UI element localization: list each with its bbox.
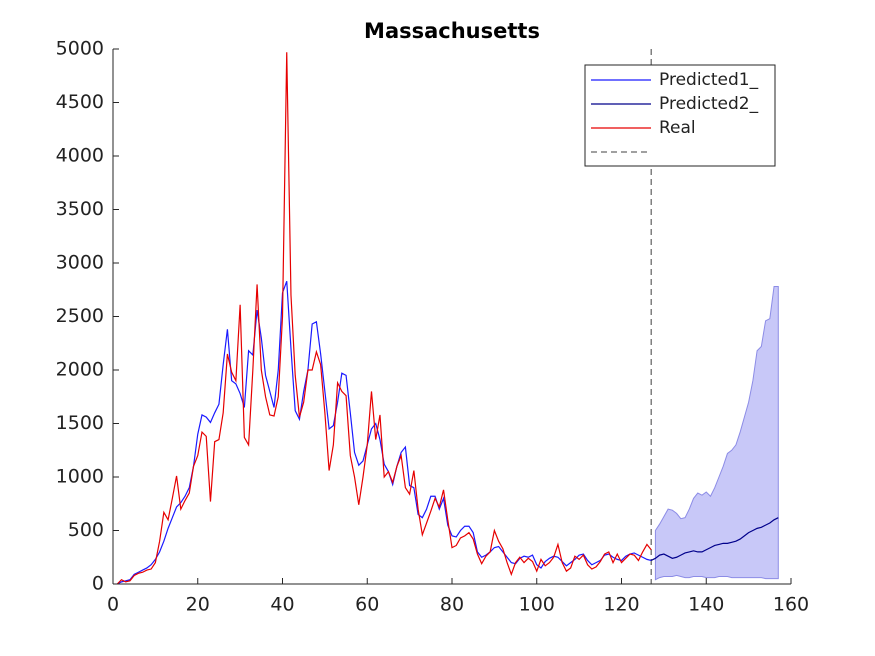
y-tick-label: 2500 <box>56 305 104 327</box>
legend-label: Predicted2_ <box>659 94 759 114</box>
legend-box <box>584 64 776 167</box>
x-tick-label: 60 <box>355 594 379 616</box>
y-tick-label: 4500 <box>56 91 104 113</box>
x-tick-label: 120 <box>603 594 639 616</box>
x-tick-label: 140 <box>688 594 724 616</box>
x-tick-label: 80 <box>440 594 464 616</box>
x-tick-label: 20 <box>186 594 210 616</box>
legend-label: Real <box>659 118 696 138</box>
y-tick-label: 2000 <box>56 359 104 381</box>
y-tick-label: 3000 <box>56 252 104 274</box>
y-tick-label: 5000 <box>56 38 104 60</box>
x-tick-label: 40 <box>270 594 294 616</box>
x-tick-label: 100 <box>519 594 555 616</box>
series-line <box>650 517 779 561</box>
legend-label: Predicted1_ <box>659 70 759 90</box>
chart-title: Massachusetts <box>364 19 540 43</box>
confidence-band <box>654 286 779 581</box>
y-tick-label: 4000 <box>56 145 104 167</box>
y-tick-label: 1500 <box>56 412 104 434</box>
x-tick-label: 0 <box>107 594 119 616</box>
y-tick-label: 3500 <box>56 198 104 220</box>
y-tick-label: 0 <box>92 573 104 595</box>
series-line <box>116 52 652 585</box>
y-tick-label: 500 <box>68 519 104 541</box>
y-tick-label: 1000 <box>56 466 104 488</box>
x-tick-label: 160 <box>773 594 809 616</box>
